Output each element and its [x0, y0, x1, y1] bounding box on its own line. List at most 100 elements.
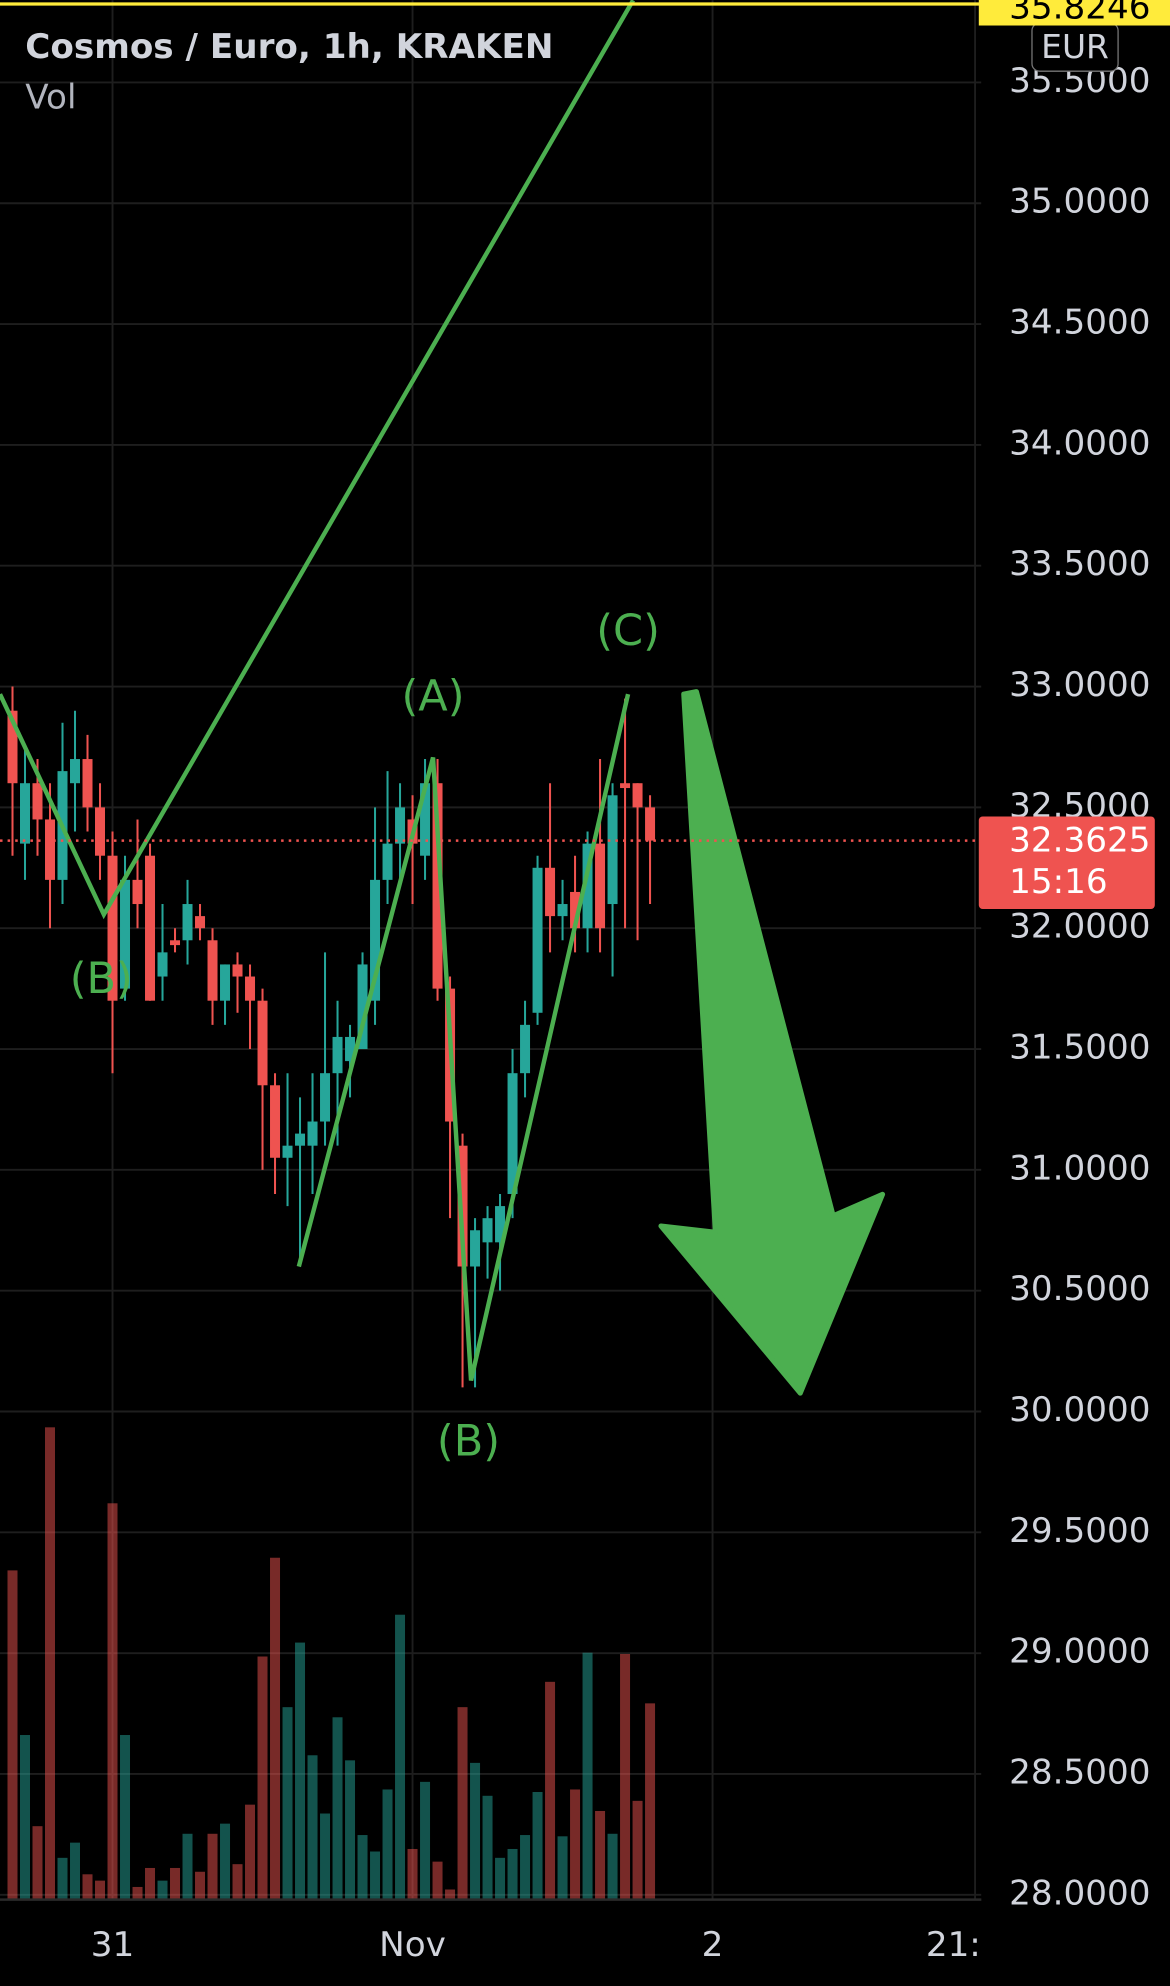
candle-body [582, 843, 593, 929]
y-tick-label: 33.0000 [1009, 665, 1150, 705]
candle-body [345, 1036, 356, 1062]
volume-bar [57, 1857, 68, 1900]
volume-bar [320, 1813, 331, 1900]
volume-bar [245, 1804, 256, 1900]
last-price-box [978, 816, 1155, 909]
y-tick-label: 28.5000 [1009, 1752, 1150, 1792]
volume-bar [532, 1791, 543, 1900]
candle-body [645, 807, 656, 841]
candle-body [632, 783, 643, 808]
candle-body [207, 940, 218, 1001]
wave-line [296, 693, 631, 1381]
currency-label[interactable]: EUR [1041, 27, 1109, 66]
volume-bar [357, 1835, 368, 1900]
volume-bar [420, 1781, 431, 1900]
volume-bar [307, 1755, 318, 1900]
alert-price-label: 35.8246 [1009, 0, 1150, 28]
candle-body [532, 867, 543, 1013]
candle-body [195, 916, 206, 929]
candle-body [45, 819, 56, 880]
volume-bar [495, 1857, 506, 1900]
volume-bar [557, 1836, 568, 1900]
volume-bar [395, 1614, 406, 1900]
candle-body [20, 783, 31, 844]
volume-bar [120, 1735, 131, 1900]
volume-bar [382, 1789, 393, 1900]
volume-bar [445, 1889, 456, 1900]
y-axis: 28.0000 28.5000 29.0000 29.5000 30.0000 30.50… [1009, 61, 1150, 1913]
candle-body [82, 759, 93, 808]
candle-body [370, 879, 381, 1001]
candle-body [320, 1073, 331, 1122]
candle-body [32, 783, 43, 820]
candle-body [357, 964, 368, 1050]
y-tick-label: 35.0000 [1009, 182, 1150, 222]
grid [0, 0, 982, 1900]
volume-bar [20, 1735, 31, 1900]
candle-body [95, 807, 106, 856]
candle-body [470, 1230, 481, 1267]
volume-label: Vol [25, 78, 76, 118]
volume-bar [407, 1848, 418, 1900]
candle-body [245, 976, 256, 1001]
candle-body [307, 1121, 318, 1146]
y-tick-label: 30.5000 [1009, 1269, 1150, 1309]
volume-bar [370, 1851, 381, 1900]
volume-bar [207, 1833, 218, 1900]
x-tick-label: 2 [702, 1925, 724, 1965]
candle-body [157, 952, 168, 977]
volume-bar [232, 1864, 243, 1900]
volume-bar [607, 1833, 618, 1900]
y-tick-label: 31.5000 [1009, 1028, 1150, 1068]
volume-bar [32, 1826, 43, 1900]
candle-body [145, 855, 156, 1001]
volume-bar [95, 1880, 106, 1900]
candle-body [132, 879, 143, 905]
down-arrow [658, 689, 886, 1396]
candle-body [495, 1206, 506, 1243]
volume-bar [70, 1842, 81, 1900]
wave-label: (A) [402, 672, 465, 722]
y-tick-label: 29.5000 [1009, 1511, 1150, 1551]
volume-bar [470, 1762, 481, 1900]
wave-drawing [0, 0, 636, 1381]
candle-body [232, 964, 243, 977]
volume-bar [170, 1867, 181, 1900]
volume-bar [570, 1789, 581, 1900]
candle-body [570, 891, 581, 929]
candle-body [620, 783, 631, 789]
wave-label: (B) [70, 954, 133, 1004]
volume-bar [432, 1861, 443, 1900]
y-tick-label: 28.0000 [1009, 1873, 1150, 1913]
candle-body [107, 855, 118, 1001]
candle-body [520, 1024, 531, 1074]
volume-bar [132, 1886, 143, 1900]
y-tick-label: 34.5000 [1009, 303, 1150, 343]
chart-title: Cosmos / Euro, 1h, KRAKEN [25, 27, 553, 67]
candle-body [120, 879, 131, 989]
candle-body [282, 1145, 293, 1158]
x-axis: 31 Nov 2 21:00 [0, 1898, 1170, 1965]
candle-body [557, 904, 568, 917]
candle-body [432, 783, 443, 989]
last-price-label: 32.3625 [1009, 820, 1150, 860]
trend-line [0, 0, 636, 920]
y-tick-label: 29.0000 [1009, 1632, 1150, 1672]
candle-body [607, 795, 618, 905]
candle-body [595, 843, 606, 929]
volume-bar [482, 1795, 493, 1900]
y-tick-label: 30.0000 [1009, 1390, 1150, 1430]
volume-bar [82, 1874, 93, 1900]
volume-bar [632, 1800, 643, 1900]
price-lines [0, 2, 982, 842]
volume-bar [195, 1871, 206, 1900]
volume-bar [282, 1707, 293, 1900]
volume-bar [620, 1653, 631, 1900]
x-tick-label: 31 [91, 1925, 134, 1965]
volume-bar [645, 1703, 656, 1900]
y-tick-label: 33.5000 [1009, 544, 1150, 584]
candle-body [70, 759, 81, 784]
